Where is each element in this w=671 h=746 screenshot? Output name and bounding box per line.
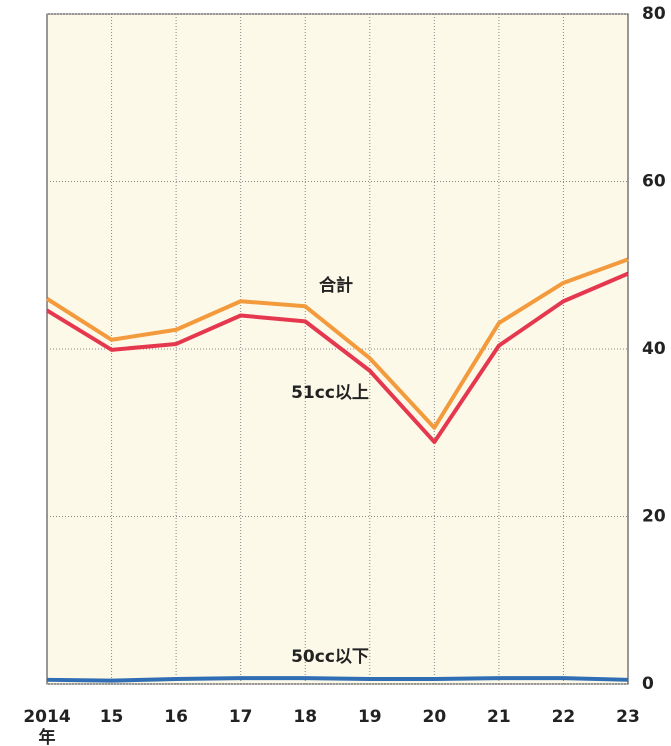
x-tick-label: 2014: [23, 707, 70, 727]
x-tick-label: 21: [487, 707, 511, 727]
x-tick-label: 20: [422, 707, 446, 727]
y-tick-label: 60: [642, 172, 666, 192]
x-tick-label: 15: [100, 707, 124, 727]
x-tick-label: 16: [164, 707, 188, 727]
x-tick-label: 17: [229, 707, 253, 727]
series-label: 50cc以下: [291, 647, 369, 667]
series-line: [45, 257, 629, 430]
y-tick-label: 20: [642, 507, 666, 527]
y-tick-label: 40: [642, 339, 666, 359]
x-unit: 年: [39, 727, 56, 746]
x-tick-label: 19: [358, 707, 382, 727]
series-label: 合計: [319, 275, 353, 296]
series-line: [45, 271, 629, 444]
series-label: 51cc以上: [291, 383, 369, 403]
x-tick-label: 23: [616, 707, 640, 727]
x-tick-label: 22: [552, 707, 576, 727]
y-tick-label: 80: [642, 4, 666, 24]
x-tick-label: 18: [293, 707, 317, 727]
y-tick-label: 0: [642, 674, 654, 694]
series-line: [46, 676, 629, 683]
